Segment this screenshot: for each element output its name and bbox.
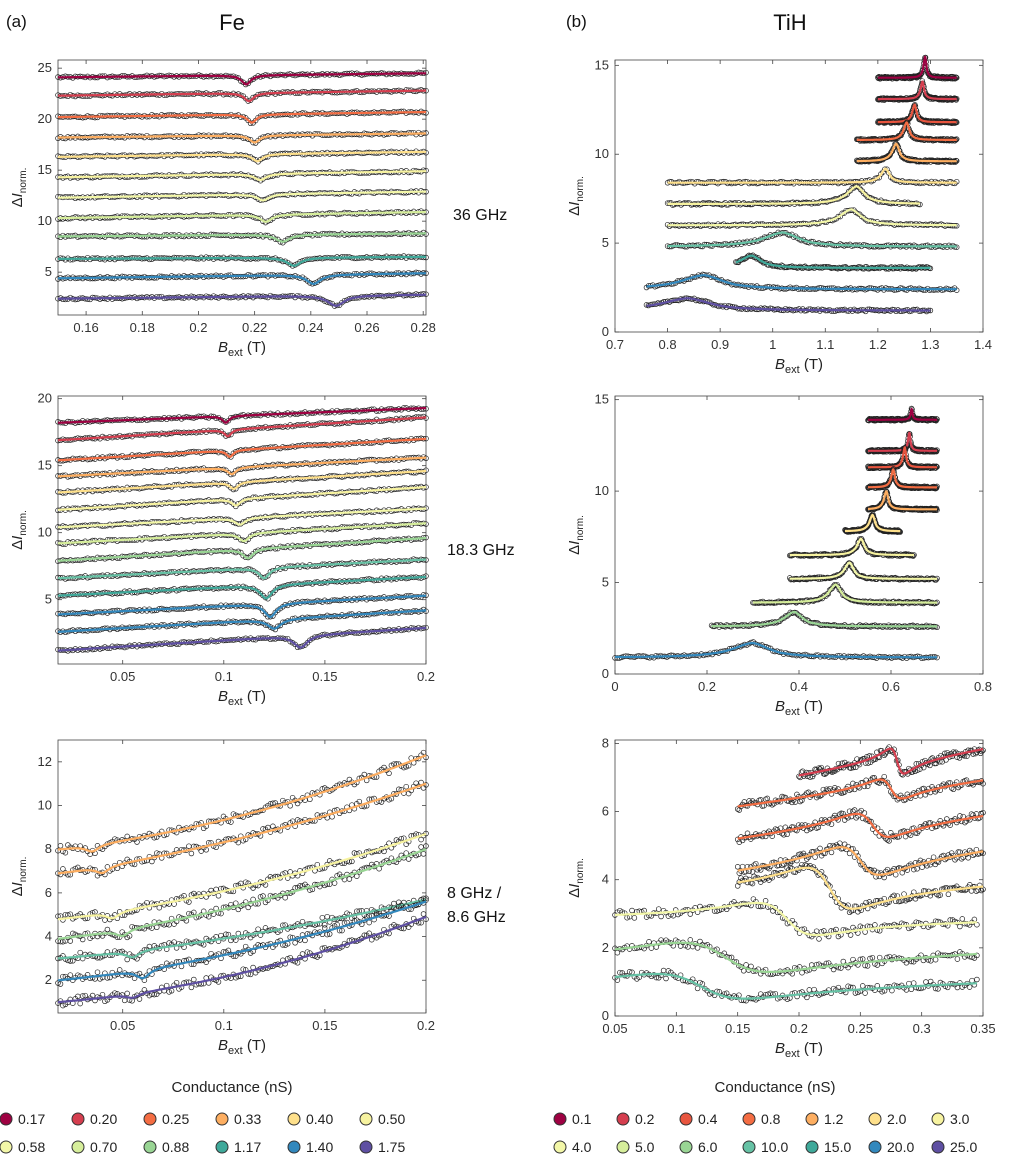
- x-tick-label: 0.28: [411, 320, 436, 335]
- series-line: [58, 132, 427, 144]
- series-line: [646, 297, 931, 312]
- x-tick-label: 0.05: [110, 669, 135, 684]
- y-tick-label: 20: [38, 111, 52, 126]
- y-tick-label: 0: [602, 324, 609, 339]
- x-axis-label: Bext (T): [218, 688, 266, 708]
- column-a-title: Fe: [219, 10, 245, 35]
- x-tick-label: 1.3: [921, 337, 939, 352]
- y-tick-label: 20: [38, 391, 52, 406]
- data-point: [250, 156, 256, 162]
- y-axis-label: ΔInorm.: [566, 176, 586, 216]
- data-point: [247, 77, 254, 84]
- x-tick-label: 0.9: [711, 337, 729, 352]
- series-line: [667, 167, 957, 184]
- series-line: [58, 110, 426, 124]
- x-tick-label: 1.1: [816, 337, 834, 352]
- series-line: [58, 72, 426, 86]
- y-tick-label: 10: [38, 213, 52, 228]
- x-tick-label: 1.4: [974, 337, 992, 352]
- x-tick-label: 0.24: [298, 320, 323, 335]
- y-tick-label: 5: [45, 264, 52, 279]
- panel-b-tag: (b): [566, 12, 587, 31]
- y-tick-label: 5: [45, 592, 52, 607]
- x-tick-label: 0.1: [215, 669, 233, 684]
- x-axis-label: Bext (T): [218, 339, 266, 359]
- y-tick-label: 15: [595, 57, 609, 72]
- x-tick-label: 0.8: [659, 337, 677, 352]
- frequency-label-8-6ghz: 8.6 GHz: [447, 909, 506, 926]
- panel-a-tag: (a): [6, 12, 27, 31]
- series-line: [58, 150, 426, 163]
- y-tick-label: 15: [38, 458, 52, 473]
- x-tick-label: 1: [769, 337, 776, 352]
- x-tick-label: 0.2: [417, 669, 435, 684]
- x-tick-label: 0.15: [312, 669, 337, 684]
- x-tick-label: 0.26: [354, 320, 379, 335]
- frequency-label-36ghz: 36 GHz: [453, 207, 507, 224]
- y-tick-label: 15: [38, 162, 52, 177]
- series-line: [58, 89, 426, 103]
- y-tick-label: 5: [602, 235, 609, 250]
- y-axis-label: ΔInorm.: [9, 168, 29, 208]
- y-axis-label: ΔInorm.: [9, 510, 29, 550]
- chart-a1: 0.16 0.18 0.2 0.22 0.24 0.26 0.28 5 10 15 20 25 Bext…: [9, 59, 436, 359]
- plot-area: 0.16 0.18 0.2 0.22 0.24 0.26 0.28510152025Bext…: [9, 54, 996, 1060]
- y-tick-label: 10: [595, 146, 609, 161]
- x-tick-label: 0.22: [242, 320, 267, 335]
- series-line: [58, 170, 426, 182]
- x-tick-label: 0.16: [73, 320, 98, 335]
- data-point: [260, 155, 266, 161]
- x-tick-label: 0.18: [130, 320, 155, 335]
- x-tick-label: 0.2: [189, 320, 207, 335]
- column-b-title: TiH: [773, 10, 806, 35]
- frequency-label-8ghz: 8 GHz /: [447, 885, 502, 902]
- plot-frame: [57, 59, 427, 316]
- x-tick-label: 0.7: [606, 337, 624, 352]
- x-axis-label: Bext (T): [775, 356, 823, 376]
- chart-b1: 0.7 0.8 0.9 1 1.1 1.2 1.3 1.4 0 5 10 15 Bext (T) ΔIno…: [566, 54, 992, 376]
- chart-a2: 0.05 0.1 0.15 0.2 5 10 15 20 Bext (T) ΔInorm.: [9, 391, 435, 708]
- x-tick-label: 1.2: [869, 337, 887, 352]
- frequency-label-18ghz: 18.3 GHz: [447, 542, 515, 559]
- y-tick-label: 10: [38, 525, 52, 540]
- y-tick-label: 25: [38, 60, 52, 75]
